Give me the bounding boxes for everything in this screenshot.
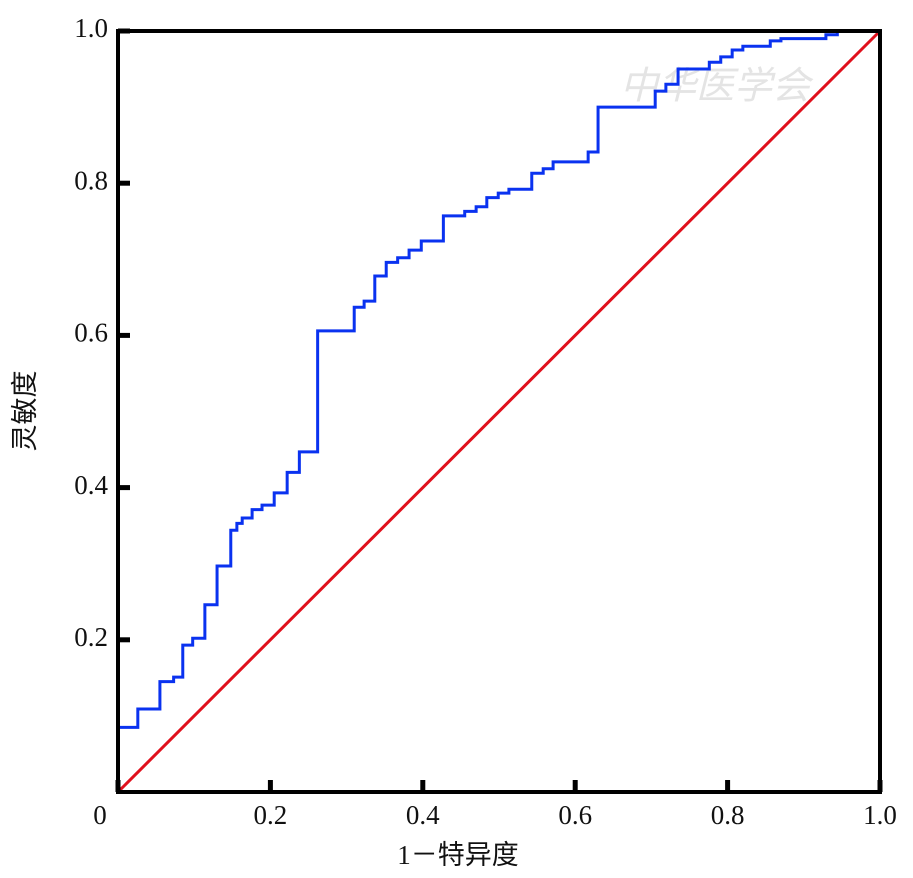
x-tick-label: 0.4 <box>406 800 440 830</box>
plot-frame <box>116 29 882 794</box>
x-tick-label: 0.8 <box>711 800 745 830</box>
y-tick-label: 1.0 <box>74 13 108 43</box>
y-tick-label: 0.2 <box>74 622 108 652</box>
y-tick-label: 0.8 <box>74 165 108 195</box>
x-tick-label: 0.2 <box>254 800 288 830</box>
roc-line <box>116 29 882 794</box>
roc-line <box>118 29 880 729</box>
y-tick-label: 0.6 <box>74 318 108 348</box>
y-tick-label: 0.4 <box>74 470 108 500</box>
y-axis-label: 灵敏度 <box>10 371 40 452</box>
watermark: 中华医学会 <box>620 66 814 108</box>
x-tick-label: 0 <box>93 800 107 830</box>
x-tick-label: 0.6 <box>558 800 592 830</box>
x-tick-label: 1.0 <box>863 800 897 830</box>
x-axis-label: 1－特异度 <box>397 840 519 870</box>
